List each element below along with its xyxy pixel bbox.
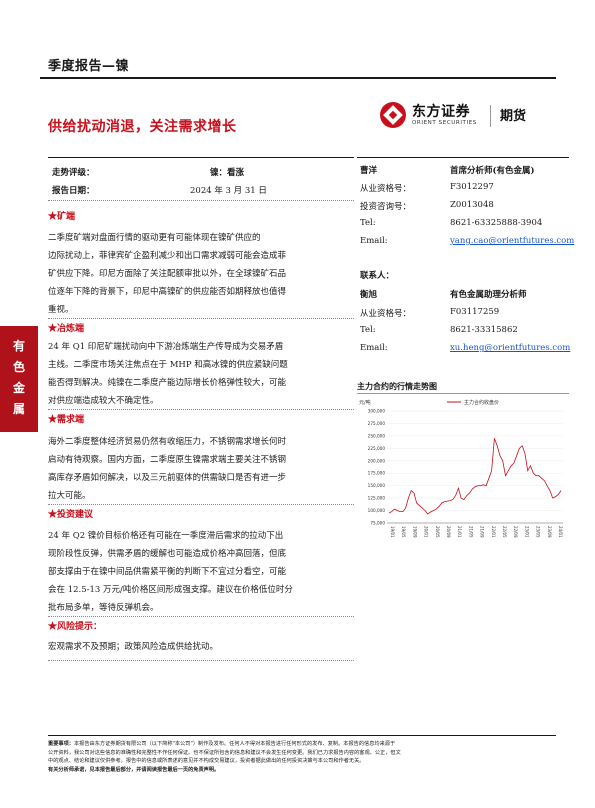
x-tick-label: 23/05 — [536, 526, 541, 538]
x-tick-label: 20/01 — [424, 526, 429, 538]
orient-securities-logo: 东方证券 ORIENT SECURITIES 期货 — [380, 100, 560, 132]
y-tick-label: 150,000 — [368, 483, 386, 488]
x-tick-label: 21/05 — [468, 526, 473, 538]
trend-label: 走势评级： — [52, 168, 95, 178]
x-tick-label: 19/09 — [412, 526, 417, 538]
y-tick-label: 75,000 — [370, 521, 385, 526]
chart-title: 主力合约的行情走势图 — [357, 381, 437, 391]
meta-top-rule — [48, 157, 354, 158]
x-tick-label: 23/09 — [547, 526, 552, 538]
orient-logo-icon — [380, 102, 406, 128]
y-tick-label: 250,000 — [368, 433, 386, 438]
analyst-title: 首席分析师(有色金属) — [450, 166, 535, 176]
logo-subbrand: 期货 — [500, 109, 527, 124]
section-title-advice: ★投资建议 — [48, 510, 94, 520]
side-tab-char: 色 — [12, 360, 25, 374]
y-tick-label: 100,000 — [368, 508, 386, 513]
section-body-demand: 海外二季度整体经济贸易仍然有收缩压力，不锈钢需求增长何时 启动有待观察。国内方面… — [48, 437, 287, 501]
logo-name-cn: 东方证券 — [412, 104, 470, 120]
price-trend-chart: 元/吨 主力合约收盘价 300,000 275,000 250,000 225,000… — [359, 399, 563, 538]
series-line — [388, 438, 562, 515]
x-tick-label: 24/01 — [558, 526, 563, 538]
chart-x-ticks: 19/01 19/05 19/09 20/01 20/05 20/09 21/01 21/05… — [390, 526, 563, 538]
x-tick-label: 21/01 — [457, 526, 462, 538]
trend-value: 镍：看涨 — [210, 168, 245, 178]
analyst-name: 衡旭 — [360, 290, 378, 300]
section-divider — [48, 409, 354, 410]
x-tick-label: 19/05 — [401, 526, 406, 538]
x-tick-label: 19/01 — [390, 526, 395, 538]
report-type-title: 季度报告—镍 — [48, 59, 130, 74]
section-title-mine: ★矿端 — [48, 212, 76, 222]
y-tick-label: 275,000 — [368, 421, 386, 426]
report-headline: 供给扰动消退，关注需求增长 — [48, 119, 237, 135]
logo-name-en: ORIENT SECURITIES — [412, 120, 477, 126]
section-divider — [48, 318, 354, 319]
section-body-mine: 二季度矿端对盘面行情的驱动更有可能体现在镍矿供应的 边际扰动上，菲律宾矿企盈利减… — [48, 233, 287, 315]
section-body-risk: 宏观需求不及预期；政策风险造成供给扰动。 — [48, 642, 219, 652]
section-title-demand: ★需求端 — [48, 415, 85, 425]
chart-y-ticks: 300,000 275,000 250,000 225,000 200,000 175,0… — [368, 409, 386, 526]
chart-unit-label: 元/吨 — [359, 399, 371, 406]
x-tick-label: 22/01 — [491, 526, 496, 538]
section-divider — [48, 660, 354, 661]
y-tick-label: 125,000 — [368, 496, 386, 501]
disclaimer-footer: 有关分析师承诺，见本报告最后部分，并请阅读报告最后一页的免责声明。 — [48, 766, 220, 773]
contact-label: 联系人： — [360, 271, 395, 281]
y-tick-label: 175,000 — [368, 471, 386, 476]
date-value: 2024 年 3 月 31 日 — [190, 186, 267, 196]
section-title-smelting: ★冶炼端 — [48, 324, 85, 334]
disclaimer: 重要事项：本报告由东方证券期货有限公司（以下简称"本公司"）制作及发布。任何人不… — [48, 741, 401, 773]
header-divider — [40, 77, 556, 79]
x-tick-label: 20/09 — [446, 526, 451, 538]
section-body-advice: 24 年 Q2 镍价目标价格还有可能在一季度滞后需求的拉动下出 现阶段性反弹，供… — [48, 531, 293, 613]
side-tab-char: 属 — [12, 402, 25, 416]
y-tick-label: 225,000 — [368, 446, 386, 451]
y-tick-label: 300,000 — [368, 409, 386, 414]
analyst-title: 有色金属助理分析师 — [450, 290, 527, 300]
x-tick-label: 20/05 — [435, 526, 440, 538]
y-tick-label: 200,000 — [368, 458, 386, 463]
footer-rule — [48, 735, 556, 736]
x-tick-label: 21/09 — [480, 526, 485, 538]
disclaimer-label: 重要事项： — [48, 741, 74, 747]
side-tab-char: 有 — [12, 339, 25, 353]
analyst-email-link[interactable]: xu.heng@orientfutures.com — [450, 343, 571, 353]
sector-side-tab: 有 色 金 属 — [0, 326, 38, 432]
chart-grid — [387, 410, 563, 524]
section-body-smelting: 24 年 Q1 印尼矿端扰动向中下游冶炼端生产传导成为交易矛盾 主线。二季度市场… — [48, 342, 288, 406]
date-label: 报告日期： — [52, 186, 95, 196]
section-divider — [48, 504, 354, 505]
analyst-name: 曹洋 — [360, 166, 378, 176]
x-tick-label: 23/01 — [524, 526, 529, 538]
legend-label: 主力合约收盘价 — [464, 399, 499, 406]
chart-title-rule — [357, 393, 569, 394]
section-title-risk: ★风险提示： — [48, 622, 103, 632]
section-divider — [48, 616, 354, 617]
logo-separator — [490, 105, 491, 127]
analyst-top-rule — [357, 157, 569, 158]
side-tab-char: 金 — [12, 381, 25, 395]
x-tick-label: 22/05 — [502, 526, 507, 538]
analyst-email-link[interactable]: yang.cao@orientfutures.com — [450, 236, 575, 246]
meta-bottom-rule — [48, 200, 354, 201]
x-tick-label: 22/09 — [513, 526, 518, 538]
